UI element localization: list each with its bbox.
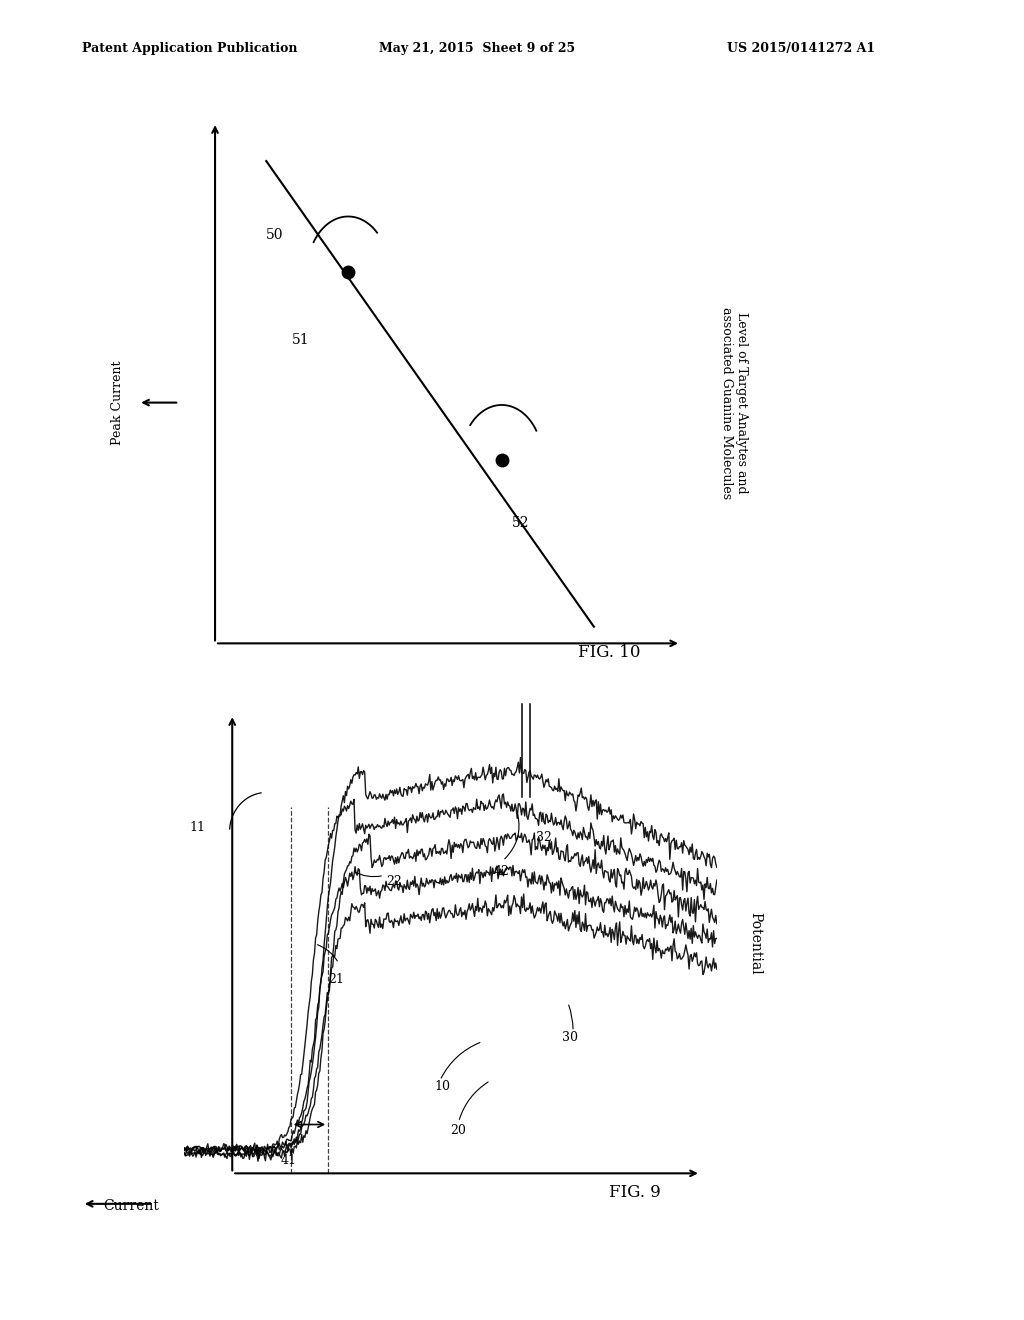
Text: 20: 20: [451, 1125, 467, 1138]
Text: 11: 11: [189, 821, 206, 834]
Text: Current: Current: [102, 1200, 159, 1213]
Text: 21: 21: [328, 973, 344, 986]
Text: Level of Target Analytes and
associated Guanine Molecules: Level of Target Analytes and associated …: [720, 306, 749, 499]
Text: 22: 22: [387, 875, 402, 888]
Text: 41: 41: [281, 1154, 296, 1167]
Text: 32: 32: [536, 832, 552, 845]
Text: Patent Application Publication: Patent Application Publication: [82, 42, 297, 55]
Text: 51: 51: [292, 333, 309, 347]
Text: 10: 10: [434, 1080, 451, 1093]
Text: Peak Current: Peak Current: [112, 360, 124, 445]
Text: 30: 30: [562, 1031, 579, 1044]
Text: 52: 52: [512, 516, 529, 529]
Text: US 2015/0141272 A1: US 2015/0141272 A1: [727, 42, 876, 55]
Text: 50: 50: [266, 227, 284, 242]
Text: FIG. 10: FIG. 10: [578, 644, 641, 661]
Text: Potential: Potential: [749, 912, 763, 975]
Text: 42: 42: [494, 866, 509, 878]
Text: May 21, 2015  Sheet 9 of 25: May 21, 2015 Sheet 9 of 25: [379, 42, 575, 55]
Text: FIG. 9: FIG. 9: [609, 1184, 660, 1201]
